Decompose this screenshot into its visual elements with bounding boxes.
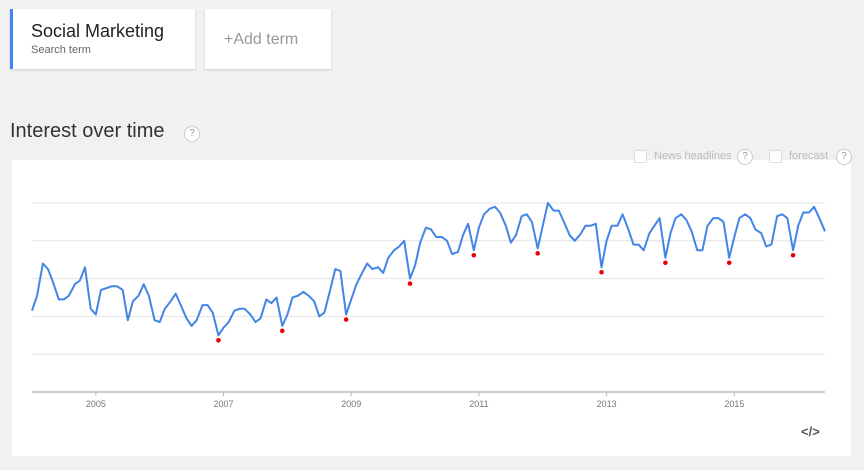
line	[31, 202, 826, 337]
help-icon[interactable]: ?	[184, 126, 200, 142]
embed-button[interactable]: </>	[801, 424, 820, 439]
news-marker	[726, 260, 732, 266]
search-term-sublabel: Search term	[31, 44, 91, 56]
checkbox[interactable]	[769, 150, 782, 163]
search-term-card[interactable]: Social Marketing Search term	[10, 9, 195, 69]
x-tick-label: 2011	[469, 399, 488, 409]
x-tick-label: 2007	[214, 399, 234, 409]
news-marker	[407, 281, 413, 286]
help-icon[interactable]: ?	[836, 149, 852, 165]
add-term-label: +Add term	[224, 31, 299, 48]
option-label: News headlines	[654, 150, 732, 162]
x-tick-label: 2009	[341, 399, 361, 409]
help-icon[interactable]: ?	[737, 149, 753, 165]
section-title: Interest over time	[10, 120, 165, 142]
option-label: forecast	[789, 150, 829, 162]
news-marker	[216, 338, 221, 343]
checkbox[interactable]	[634, 150, 647, 163]
x-tick-label: 2015	[724, 399, 744, 409]
x-tick-label: 2005	[86, 399, 106, 409]
add-term-button[interactable]: +Add term	[205, 9, 331, 69]
news-marker	[790, 252, 796, 258]
news-marker	[343, 317, 349, 322]
x-tick-label: 2013	[597, 399, 617, 409]
news-marker	[471, 252, 477, 258]
news-marker	[279, 328, 285, 334]
news-marker	[535, 251, 540, 256]
search-term: Social Marketing	[31, 21, 165, 41]
news-marker	[599, 269, 604, 275]
news-marker	[663, 260, 668, 266]
